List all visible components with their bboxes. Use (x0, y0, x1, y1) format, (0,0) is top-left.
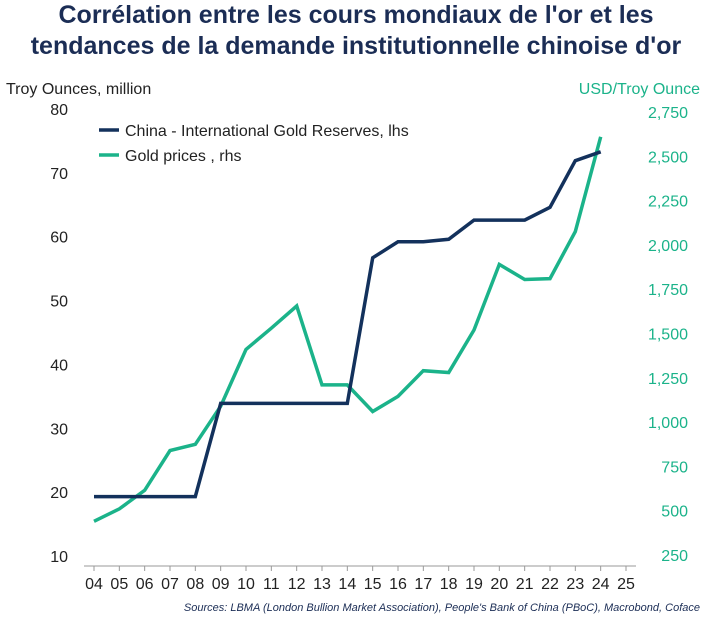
y-left-tick-label: 30 (50, 421, 68, 438)
source-note: Sources: LBMA (London Bullion Market Ass… (184, 602, 700, 614)
y-left-tick-label: 20 (50, 485, 68, 502)
x-tick-label: 16 (389, 576, 407, 593)
y-left-tick-label: 60 (50, 230, 68, 247)
x-tick-label: 11 (263, 576, 280, 593)
x-tick-label: 06 (136, 576, 154, 593)
y-right-tick-label: 500 (661, 504, 688, 521)
y-right-tick-label: 1,500 (648, 327, 688, 344)
y-right-tick-label: 1,250 (648, 371, 688, 388)
china-reserves-line (94, 150, 602, 499)
x-tick-label: 22 (541, 576, 559, 593)
y-axis-right-label: USD/Troy Ounce (579, 81, 700, 98)
x-tick-label: 23 (566, 576, 584, 593)
y-right-tick-label: 2,500 (648, 149, 688, 166)
y-right-tick-label: 250 (661, 548, 688, 565)
x-tick-label: 09 (212, 576, 230, 593)
x-tick-label: 05 (110, 576, 128, 593)
legend-label: Gold prices , rhs (125, 148, 241, 165)
legend-label: China - International Gold Reserves, lhs (125, 123, 409, 140)
x-tick-label: 18 (440, 576, 458, 593)
x-tick-label: 14 (338, 576, 356, 593)
y-left-tick-label: 10 (50, 549, 68, 566)
gold-price-line (93, 136, 603, 523)
x-tick-label: 17 (414, 576, 432, 593)
x-tick-label: 24 (592, 576, 610, 593)
series-lines (93, 136, 603, 523)
x-tick-label: 15 (364, 576, 382, 593)
legend: China - International Gold Reserves, lhs… (99, 123, 409, 165)
y-right-tick-label: 2,250 (648, 194, 688, 211)
y-left-tick-label: 80 (50, 102, 68, 119)
x-tick-label: 07 (161, 576, 179, 593)
x-axis-ticks: 04 05 06 07 08 09 10 11 12 13 14 15 16 17 18 19 20 21 22 23… (85, 566, 635, 593)
x-tick-label: 21 (516, 576, 534, 593)
x-tick-label: 25 (617, 576, 635, 593)
y-axis-left-ticks: 80 70 60 50 40 30 20 10 (50, 102, 68, 566)
y-left-tick-label: 40 (50, 357, 68, 374)
y-left-tick-label: 70 (50, 166, 68, 183)
x-tick-label: 10 (237, 576, 255, 593)
y-right-tick-label: 1,750 (648, 282, 688, 299)
y-left-tick-label: 50 (50, 294, 68, 311)
x-tick-label: 04 (85, 576, 103, 593)
y-axis-right-ticks: 2,750 2,500 2,250 2,000 1,750 1,500 1,250 1,000… (648, 105, 688, 565)
chart-title-line-1: Corrélation entre les cours mondiaux de … (59, 1, 654, 29)
y-axis-left-label: Troy Ounces, million (6, 81, 151, 98)
y-right-tick-label: 2,750 (648, 105, 688, 122)
y-right-tick-label: 750 (661, 459, 688, 476)
chart-title-line-2: tendances de la demande institutionnelle… (31, 32, 682, 60)
x-tick-label: 19 (465, 576, 483, 593)
x-tick-label: 20 (490, 576, 508, 593)
x-tick-label: 13 (313, 576, 331, 593)
x-tick-label: 08 (186, 576, 204, 593)
x-tick-label: 12 (288, 576, 306, 593)
y-right-tick-label: 1,000 (648, 415, 688, 432)
y-right-tick-label: 2,000 (648, 238, 688, 255)
